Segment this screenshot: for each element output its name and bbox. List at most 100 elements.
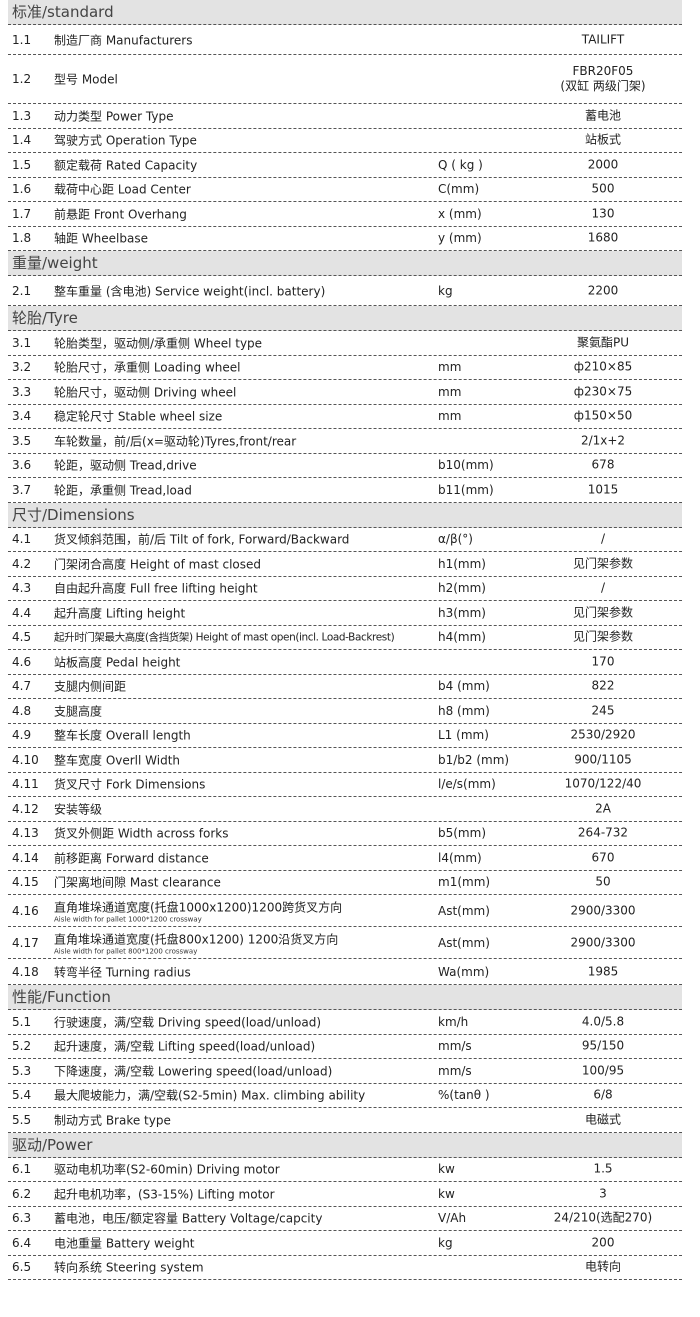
row-number: 6.2 [12, 1186, 32, 1201]
row-value: 4.0/5.8 [581, 1014, 625, 1029]
table-row: 5.3 下降速度，满/空载 Lowering speed(load/unload)… [8, 1059, 682, 1084]
row-number: 4.1 [12, 532, 32, 547]
row-unit: mm [438, 384, 462, 399]
table-row: 5.5 制动方式 Brake type 电磁式 [8, 1108, 682, 1133]
row-number: 3.4 [12, 409, 32, 424]
row-value: 670 [591, 850, 615, 865]
row-label: 行驶速度，满/空载 Driving speed(load/unload) [54, 1013, 321, 1030]
row-unit: kw [438, 1186, 455, 1201]
row-label-text: 直角堆垛通道宽度(托盘800x1200) 1200沿货叉方向 [54, 932, 339, 946]
row-number: 2.1 [12, 283, 32, 298]
table-row: 4.16 直角堆垛通道宽度(托盘1000x1200)1200跨货叉方向 Aisle … [8, 895, 682, 927]
row-unit: V/Ah [438, 1211, 467, 1226]
row-number: 4.11 [12, 777, 39, 792]
row-label-text: 额定载荷 Rated Capacity [54, 158, 198, 173]
table-row: 3.4 稳定轮尺寸 Stable wheel size mm ф150×50 [8, 405, 682, 429]
row-sublabel: Aisle width for pallet 1000*1200 crosswa… [54, 915, 202, 923]
row-value: 3 [599, 1186, 607, 1201]
table-row: 6.1 驱动电机功率(S2-60min) Driving motor kw 1.5 [8, 1158, 682, 1182]
table-row: 4.8 支腿高度 h8 (mm) 245 [8, 699, 682, 724]
section-header: 性能/Function [8, 985, 682, 1010]
table-row: 1.3 动力类型 Power Type 蓄电池 [8, 104, 682, 129]
row-unit: b11(mm) [438, 482, 494, 497]
row-value: ф150×50 [573, 408, 633, 423]
row-number: 5.4 [12, 1088, 32, 1103]
table-row: 1.5 额定载荷 Rated Capacity Q ( kg ) 2000 [8, 153, 682, 178]
section-header: 重量/weight [8, 251, 682, 276]
row-value: ф230×75 [573, 384, 633, 399]
row-label: 整车重量 (含电池) Service weight(incl. battery) [54, 282, 325, 299]
row-number: 6.5 [12, 1260, 32, 1275]
row-unit: mm [438, 409, 462, 424]
row-label-text: 稳定轮尺寸 Stable wheel size [54, 409, 223, 424]
row-label: 转向系统 Steering system [54, 1259, 204, 1276]
row-label-text: 蓄电池，电压/额定容量 Battery Voltage/capcity [54, 1211, 323, 1226]
row-label: 支腿内侧间距 [54, 678, 126, 695]
row-value: 2200 [587, 283, 619, 297]
row-value: 2900/3300 [570, 903, 636, 917]
section-header: 尺寸/Dimensions [8, 502, 682, 528]
row-label: 额定载荷 Rated Capacity [54, 156, 197, 173]
row-unit: α/β(°) [438, 532, 473, 547]
row-label: 起升电机功率，(S3-15%) Lifting motor [54, 1185, 275, 1202]
row-number: 3.1 [12, 335, 32, 350]
row-unit: mm/s [438, 1039, 472, 1054]
row-label-text: 门架闭合高度 Height of mast closed [54, 557, 262, 572]
row-value: 500 [591, 181, 615, 196]
row-label-text: 货叉尺寸 Fork Dimensions [54, 777, 206, 792]
row-label: 前移距离 Forward distance [54, 849, 209, 866]
table-row: 3.6 轮距，驱动侧 Tread,drive b10(mm) 678 [8, 454, 682, 478]
row-label-text: 门架离地间隙 Mast clearance [54, 875, 221, 890]
row-label-text: 整车重量 (含电池) Service weight(incl. battery) [54, 284, 326, 298]
row-unit: %(tanθ ) [438, 1088, 490, 1103]
row-label: 安装等级 [54, 800, 102, 817]
table-row: 4.10 整车宽度 Overll Width b1/b2 (mm) 900/1105 [8, 748, 682, 773]
row-number: 5.2 [12, 1039, 32, 1054]
row-number: 5.1 [12, 1014, 32, 1029]
row-label-text: 起升时门架最大高度(含挡货架) Height of mast open(incl… [54, 631, 395, 644]
row-value: / [600, 531, 606, 546]
row-label: 直角堆垛通道宽度(托盘800x1200) 1200沿货叉方向 Aisle widt… [54, 930, 338, 955]
row-label: 车轮数量，前/后(x=驱动轮)Tyres,front/rear [54, 432, 296, 449]
row-label: 轮距，驱动侧 Tread,drive [54, 457, 197, 474]
row-value: / [600, 580, 606, 595]
row-label-text: 轮胎尺寸，驱动侧 Driving wheel [54, 385, 237, 400]
table-row: 1.6 载荷中心距 Load Center C(mm) 500 [8, 178, 682, 202]
table-row: 2.1 整车重量 (含电池) Service weight(incl. batte… [8, 276, 682, 306]
row-label: 支腿高度 [54, 702, 102, 719]
row-value: 见门架参数 [572, 605, 633, 620]
row-unit: l/e/s(mm) [438, 777, 496, 792]
row-label: 蓄电池，电压/额定容量 Battery Voltage/capcity [54, 1210, 322, 1227]
row-number: 4.10 [12, 752, 39, 767]
row-value: 2530/2920 [570, 727, 636, 742]
row-label: 前悬距 Front Overhang [54, 205, 187, 222]
row-label-text: 起升电机功率，(S3-15%) Lifting motor [54, 1187, 275, 1202]
row-label: 货叉尺寸 Fork Dimensions [54, 776, 205, 793]
table-row: 1.7 前悬距 Front Overhang x (mm) 130 [8, 202, 682, 227]
row-number: 5.3 [12, 1063, 32, 1078]
row-label: 动力类型 Power Type [54, 107, 173, 124]
row-number: 4.5 [12, 630, 32, 645]
row-unit: km/h [438, 1014, 469, 1029]
row-unit: C(mm) [438, 182, 480, 197]
row-label: 稳定轮尺寸 Stable wheel size [54, 408, 222, 425]
row-value: 130 [591, 206, 615, 221]
row-number: 3.2 [12, 360, 32, 375]
row-label: 轮距，承重侧 Tread,load [54, 481, 192, 498]
section-header: 轮胎/Tyre [8, 306, 682, 331]
row-number: 4.7 [12, 679, 32, 694]
row-label-text: 驾驶方式 Operation Type [54, 133, 197, 148]
row-number: 4.13 [12, 826, 39, 841]
row-label-text: 整车长度 Overall length [54, 728, 191, 743]
row-unit: Wa(mm) [438, 964, 490, 979]
section-header: 标准/standard [8, 0, 682, 25]
row-number: 3.5 [12, 433, 32, 448]
row-label: 制造厂商 Manufacturers [54, 31, 192, 48]
row-label: 转弯半径 Turning radius [54, 963, 191, 980]
row-label: 下降速度，满/空载 Lowering speed(load/unload) [54, 1062, 332, 1079]
row-label-text: 制造厂商 Manufacturers [54, 33, 193, 47]
row-number: 3.7 [12, 482, 32, 497]
row-unit: y (mm) [438, 231, 482, 246]
row-label: 驱动电机功率(S2-60min) Driving motor [54, 1161, 280, 1178]
row-value: 电磁式 [584, 1112, 621, 1127]
